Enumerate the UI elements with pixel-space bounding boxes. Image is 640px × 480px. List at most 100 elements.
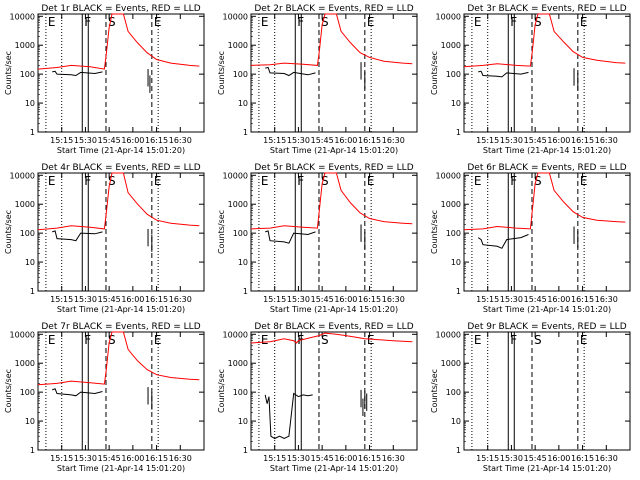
x-tick-label: 15:45: [524, 295, 547, 304]
event-marker-label: E: [261, 174, 269, 188]
plot-frame: [37, 13, 205, 133]
x-tick-label: 15:45: [98, 454, 121, 463]
y-tick-label: 1000: [228, 359, 248, 368]
plot-frame: [463, 331, 631, 451]
x-tick-label: 15:45: [524, 136, 547, 145]
event-marker-label: F: [84, 333, 91, 347]
x-axis-label: Start Time (21-Apr-14 15:01:20): [57, 146, 185, 155]
x-axis-label: Start Time (21-Apr-14 15:01:20): [57, 464, 185, 473]
x-tick-label: 15:15: [476, 136, 499, 145]
event-marker-label: S: [321, 15, 329, 29]
event-marker-label: S: [534, 15, 542, 29]
y-tick-label: 10: [238, 417, 248, 426]
event-marker-label: S: [108, 174, 116, 188]
event-marker-label: E: [154, 15, 162, 29]
panel-det-1: Det 1r BLACK = Events, RED = LLD 1 10 100 10…: [4, 4, 205, 155]
x-tick-label: 16:15: [145, 136, 168, 145]
x-tick-label: 15:45: [98, 295, 121, 304]
panel-title: Det 2r BLACK = Events, RED = LLD: [254, 4, 413, 14]
y-tick-label: 10: [25, 417, 35, 426]
x-tick-label: 15:15: [263, 454, 286, 463]
series-lld: [463, 13, 626, 68]
y-tick-label: 1: [456, 287, 461, 296]
y-axis-label: Counts/sec: [4, 51, 13, 95]
series-lld: [250, 332, 413, 344]
y-tick-label: 10: [451, 258, 461, 267]
event-marker-label: E: [367, 15, 375, 29]
x-axis-label: Start Time (21-Apr-14 15:01:20): [270, 146, 398, 155]
y-axis-label: Counts/sec: [4, 369, 13, 413]
y-tick-label: 1000: [228, 41, 248, 50]
x-tick-label: 16:15: [145, 295, 168, 304]
y-tick-label: 10000: [223, 12, 248, 21]
x-tick-label: 15:15: [476, 295, 499, 304]
event-marker-label: E: [367, 333, 375, 347]
x-tick-label: 15:30: [74, 454, 97, 463]
x-tick-label: 16:15: [571, 136, 594, 145]
y-tick-label: 10000: [436, 12, 461, 21]
panel-det-4: Det 4r BLACK = Events, RED = LLD 1 10 100 10…: [4, 163, 205, 314]
event-marker-label: F: [510, 174, 517, 188]
y-tick-label: 1000: [15, 41, 35, 50]
panel-title: Det 6r BLACK = Events, RED = LLD: [467, 163, 626, 173]
panel-det-3: Det 3r BLACK = Events, RED = LLD 1 10 100 10…: [430, 4, 631, 155]
series-lld: [250, 13, 413, 66]
y-tick-label: 10: [451, 417, 461, 426]
panel-title: Det 5r BLACK = Events, RED = LLD: [254, 163, 413, 173]
y-tick-label: 1000: [228, 200, 248, 209]
x-tick-label: 16:15: [571, 295, 594, 304]
x-tick-label: 16:00: [547, 136, 570, 145]
y-tick-label: 1: [30, 287, 35, 296]
series-lld: [37, 13, 200, 70]
panel-det-9: Det 9r BLACK = Events, RED = LLD 1 10 100 10…: [430, 322, 631, 473]
y-tick-label: 1000: [441, 359, 461, 368]
event-marker-label: F: [84, 174, 91, 188]
event-marker-label: S: [321, 333, 329, 347]
event-marker-label: F: [510, 333, 517, 347]
event-marker-label: E: [580, 333, 588, 347]
event-marker-label: S: [534, 333, 542, 347]
y-tick-label: 10000: [436, 171, 461, 180]
y-axis-label: Counts/sec: [430, 51, 439, 95]
x-tick-label: 16:30: [595, 454, 618, 463]
y-axis-label: Counts/sec: [217, 369, 226, 413]
series-events: [264, 392, 313, 440]
event-marker-label: S: [108, 15, 116, 29]
y-tick-label: 10: [25, 258, 35, 267]
y-tick-label: 10: [25, 99, 35, 108]
y-tick-label: 1: [243, 287, 248, 296]
x-tick-label: 16:30: [382, 136, 405, 145]
plot-frame: [463, 172, 631, 292]
y-axis-label: Counts/sec: [430, 369, 439, 413]
event-marker-label: F: [297, 174, 304, 188]
x-tick-label: 15:30: [500, 136, 523, 145]
event-marker-label: E: [261, 333, 269, 347]
event-marker-label: E: [48, 333, 56, 347]
y-tick-label: 1: [30, 128, 35, 137]
x-tick-label: 16:30: [595, 295, 618, 304]
event-marker-label: F: [297, 15, 304, 29]
x-tick-label: 16:00: [547, 295, 570, 304]
x-tick-label: 15:45: [311, 454, 334, 463]
x-tick-label: 16:00: [121, 295, 144, 304]
y-tick-label: 1: [30, 446, 35, 455]
event-marker-label: F: [84, 15, 91, 29]
event-marker-label: E: [580, 15, 588, 29]
event-marker-label: E: [48, 15, 56, 29]
y-tick-label: 1: [243, 128, 248, 137]
x-tick-label: 15:30: [287, 136, 310, 145]
series-lld: [37, 331, 200, 386]
x-axis-label: Start Time (21-Apr-14 15:01:20): [270, 464, 398, 473]
panel-det-8: Det 8r BLACK = Events, RED = LLD 1 10 100 10…: [217, 322, 418, 473]
series-lld: [463, 172, 626, 231]
plot-frame: [250, 331, 418, 451]
x-tick-label: 15:45: [98, 136, 121, 145]
x-tick-label: 15:15: [50, 136, 73, 145]
event-marker-label: E: [474, 174, 482, 188]
y-tick-label: 100: [20, 70, 35, 79]
y-tick-label: 1: [243, 446, 248, 455]
x-tick-label: 16:30: [169, 136, 192, 145]
x-axis-label: Start Time (21-Apr-14 15:01:20): [270, 305, 398, 314]
x-tick-label: 16:15: [358, 454, 381, 463]
series-events: [477, 234, 529, 249]
